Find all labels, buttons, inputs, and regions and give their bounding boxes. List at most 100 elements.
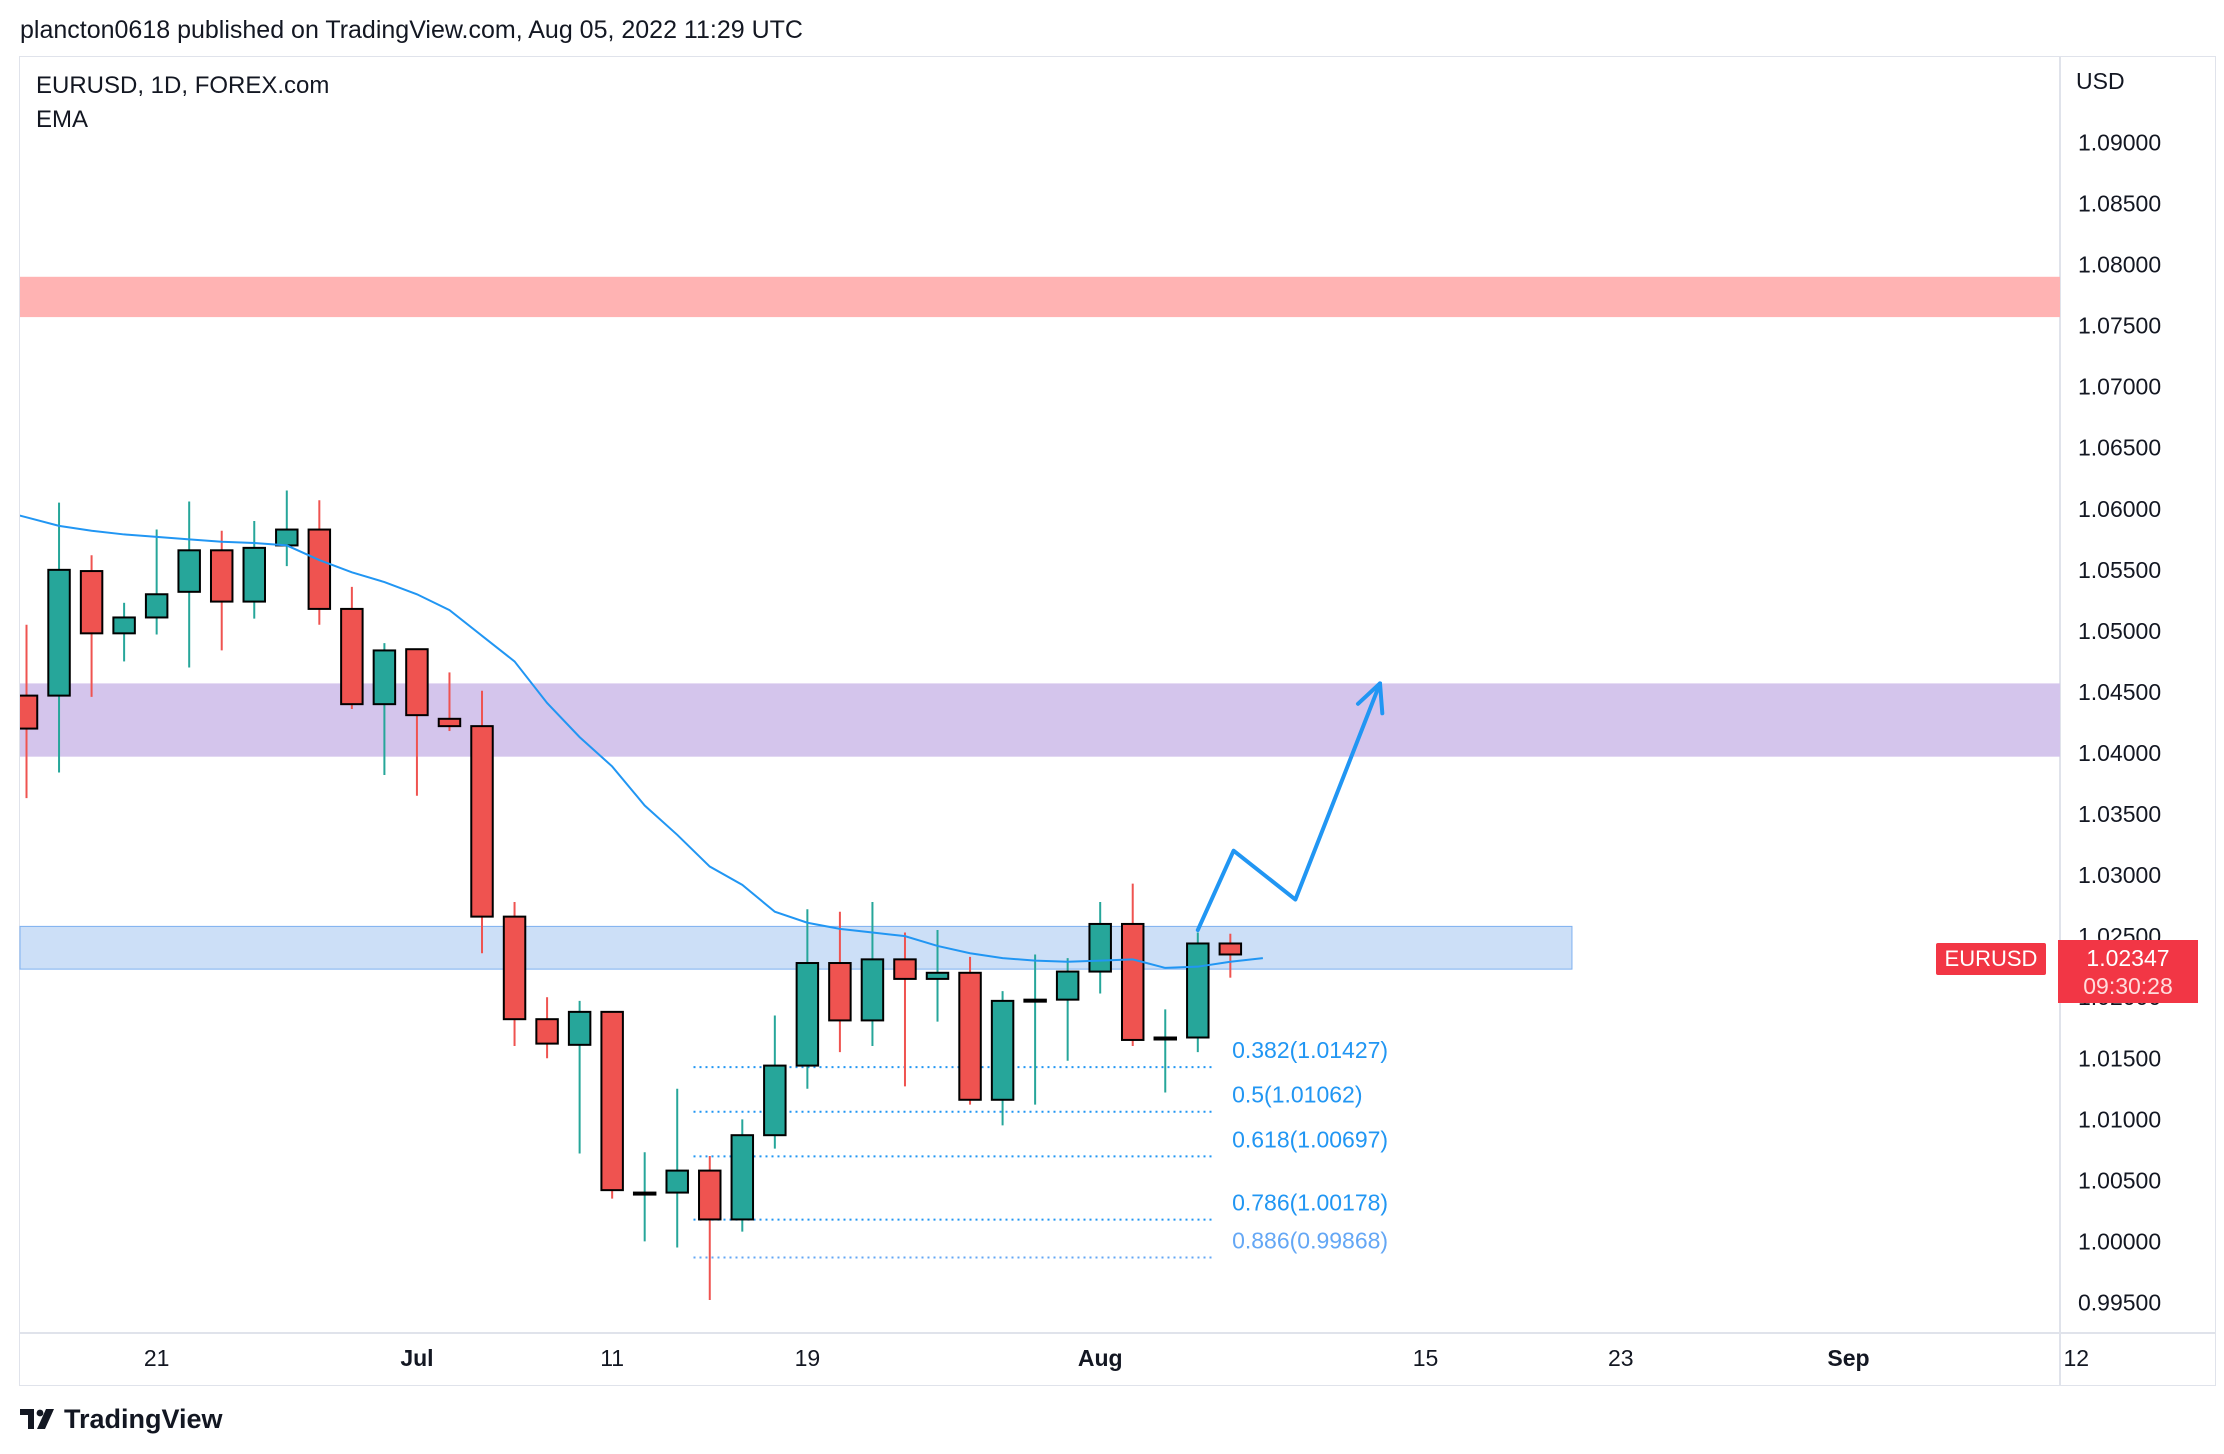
symbol-price-label: EURUSD (1936, 943, 2046, 975)
candle-body (372, 649, 397, 706)
candle-26[interactable] (860, 901, 885, 1047)
candle-body (437, 717, 462, 728)
currency-label: USD (2076, 68, 2125, 94)
time-tick-label: 19 (795, 1345, 821, 1371)
symbol-legend[interactable]: EURUSD, 1D, FOREX.com (36, 72, 330, 99)
candle-11[interactable] (372, 643, 397, 775)
candle-body (177, 549, 201, 593)
price-tick-label: 1.01500 (2078, 1045, 2161, 1071)
candle-body (209, 549, 234, 603)
price-tick-label: 1.07000 (2078, 374, 2161, 400)
candle-body (730, 1134, 755, 1221)
candle-31[interactable] (1023, 954, 1047, 1105)
brand-name: TradingView (64, 1404, 223, 1434)
ema-line[interactable] (0, 509, 1263, 969)
candle-36[interactable] (1186, 932, 1210, 1053)
candle-37[interactable] (1218, 933, 1243, 978)
candle-body (1055, 970, 1080, 1001)
candle-3[interactable] (112, 602, 136, 662)
fib-label-0.382: 0.382(1.01427) (1232, 1037, 1388, 1063)
candle-8[interactable] (275, 490, 299, 567)
candle-14[interactable] (470, 690, 494, 954)
candle-25[interactable] (828, 911, 852, 1053)
candle-4[interactable] (144, 529, 169, 635)
candle-30[interactable] (990, 991, 1015, 1126)
candle-7[interactable] (242, 521, 266, 619)
price-tick-label: 1.07500 (2078, 313, 2161, 339)
candle-body (665, 1169, 689, 1194)
price-tick-label: 1.09000 (2078, 129, 2161, 155)
price-tick-label: 1.06000 (2078, 496, 2161, 522)
candle-body (860, 958, 885, 1022)
candle-20[interactable] (665, 1088, 689, 1248)
candle-22[interactable] (730, 1119, 755, 1232)
candle-18[interactable] (600, 1010, 624, 1199)
candle-6[interactable] (209, 530, 234, 651)
candle-body (307, 528, 332, 610)
price-tick-label: 1.08500 (2078, 191, 2161, 217)
target-zone[interactable] (20, 683, 2060, 757)
candle-16[interactable] (535, 997, 559, 1059)
candle-13[interactable] (437, 672, 462, 732)
price-tick-label: 1.00500 (2078, 1167, 2161, 1193)
candle-12[interactable] (405, 648, 429, 796)
candle-body (1186, 942, 1210, 1039)
indicator-legend[interactable]: EMA (36, 106, 89, 133)
candle-body (698, 1169, 722, 1221)
time-tick-label: Aug (1078, 1345, 1123, 1371)
time-tick-label: Sep (1827, 1345, 1869, 1371)
tradingview-logo[interactable]: TradingView (20, 1404, 223, 1435)
candle-body (567, 1010, 592, 1046)
time-tick-label: 11 (600, 1345, 624, 1371)
candle-5[interactable] (177, 501, 201, 668)
time-tick-label: 23 (1608, 1345, 1634, 1371)
candle-body (144, 593, 169, 619)
candle-23[interactable] (763, 1015, 787, 1149)
time-tick-label: 15 (1413, 1345, 1439, 1371)
fib-label-0.786: 0.786(1.00178) (1232, 1190, 1388, 1216)
tradingview-logo-icon (20, 1408, 54, 1429)
candle-body (1120, 922, 1145, 1041)
projection-path[interactable] (1195, 681, 1382, 933)
candle-body (535, 1018, 559, 1045)
candle-19[interactable] (632, 1152, 657, 1242)
fib-label-0.5: 0.5(1.01062) (1232, 1082, 1362, 1108)
candle-29[interactable] (958, 956, 982, 1105)
candle-body (1153, 1036, 1178, 1041)
candle-2[interactable] (79, 555, 104, 697)
candle-10[interactable] (340, 586, 364, 710)
candle-0[interactable] (16, 624, 39, 799)
candle-body (828, 962, 852, 1022)
price-tick-label: 1.03000 (2078, 862, 2161, 888)
candle-body (79, 570, 104, 635)
publish-info: plancton0618 published on TradingView.co… (20, 16, 803, 44)
candle-body (893, 958, 917, 980)
candle-33[interactable] (1088, 901, 1112, 994)
support-zone[interactable] (19, 925, 1573, 970)
candle-body (990, 999, 1015, 1101)
resistance-zone[interactable] (20, 276, 2060, 318)
time-tick-label: Jul (400, 1345, 433, 1371)
price-tick-label: 1.06500 (2078, 435, 2161, 461)
candle-body (405, 648, 429, 717)
candle-body (470, 725, 494, 918)
candle-body (340, 607, 364, 706)
candle-9[interactable] (307, 500, 332, 625)
candle-27[interactable] (893, 932, 917, 1087)
candle-1[interactable] (47, 502, 71, 773)
candle-35[interactable] (1153, 1009, 1178, 1093)
candle-body (112, 616, 136, 635)
candle-body (795, 962, 820, 1067)
price-tick-label: 1.08000 (2078, 252, 2161, 278)
candle-body (275, 528, 299, 547)
candle-32[interactable] (1055, 958, 1080, 1061)
time-tick-label: 21 (144, 1345, 170, 1371)
candle-34[interactable] (1120, 883, 1145, 1047)
fib-label-0.618: 0.618(1.00697) (1232, 1126, 1388, 1152)
candle-15[interactable] (502, 901, 527, 1047)
candle-24[interactable] (795, 909, 820, 1089)
candle-17[interactable] (567, 1000, 592, 1154)
candle-body (47, 568, 71, 697)
candle-21[interactable] (698, 1155, 722, 1301)
